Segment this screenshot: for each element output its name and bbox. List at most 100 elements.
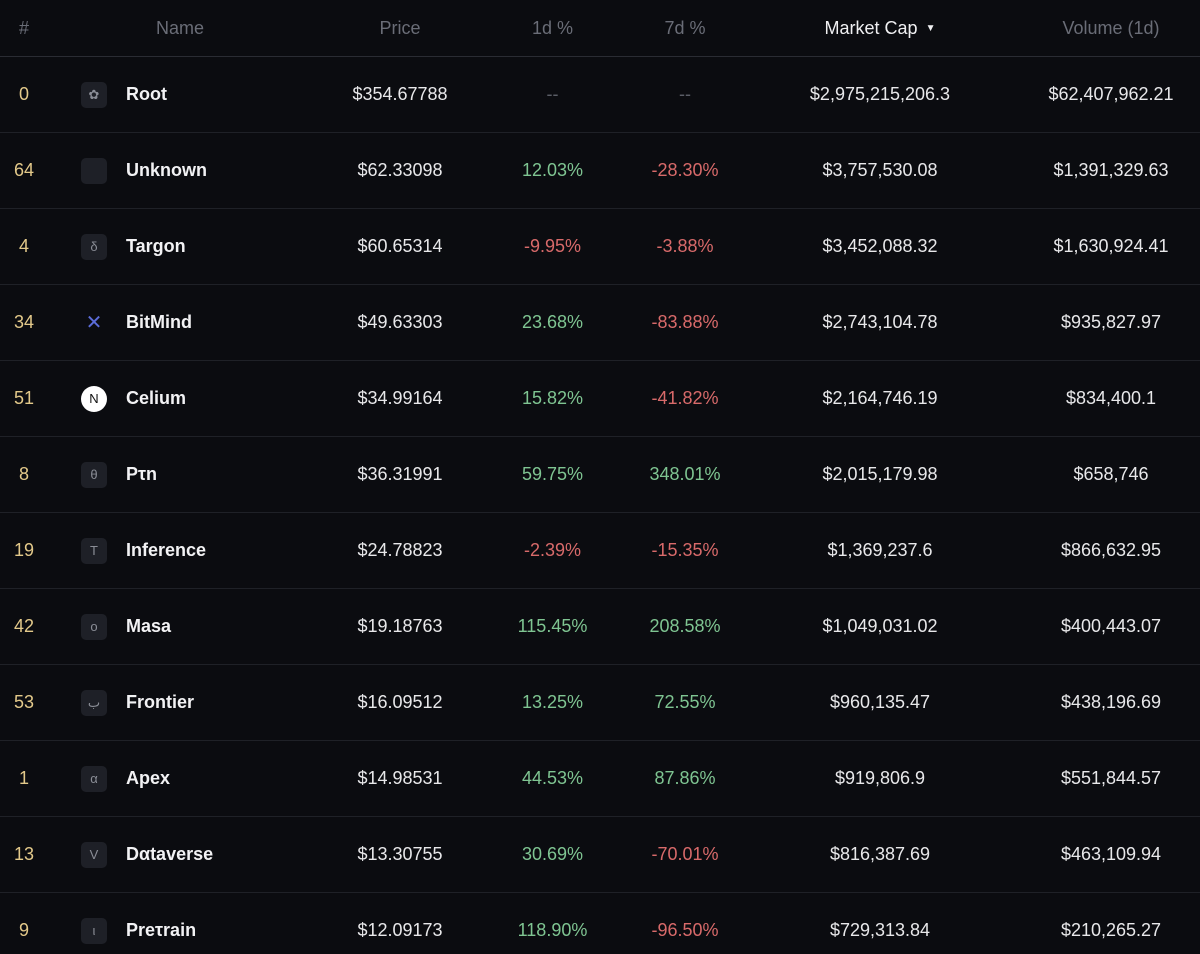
change-7d-cell: -- xyxy=(679,84,691,104)
volume-cell: $834,400.1 xyxy=(1065,388,1157,408)
header-7d[interactable]: 7d % xyxy=(664,17,706,38)
volume-cell: $62,407,962.21 xyxy=(1048,84,1174,104)
market-cap-cell: $919,806.9 xyxy=(834,768,926,788)
market-cap-cell: $3,452,088.32 xyxy=(822,236,938,256)
subnet-name[interactable]: Targon xyxy=(126,236,186,256)
price-cell: $13.30755 xyxy=(357,844,443,864)
subnet-name[interactable]: Frontier xyxy=(126,692,195,712)
change-1d-cell: -2.39% xyxy=(523,540,582,560)
table-row[interactable]: 8 θ Pτn $36.31991 59.75% 348.01% $2,015,179.98… xyxy=(0,437,1200,513)
subnet-name[interactable]: Celium xyxy=(126,388,187,408)
beh-icon: ب xyxy=(81,689,107,716)
subnet-name[interactable]: Dαtaverse xyxy=(126,844,214,864)
market-cap-cell: $1,049,031.02 xyxy=(822,616,938,636)
change-7d-cell: 348.01% xyxy=(649,464,721,484)
name-cell: θ Pτn xyxy=(78,437,298,512)
table-row[interactable]: 1 α Apex $14.98531 44.53% 87.86% $919,806.9 $55… xyxy=(0,741,1200,817)
market-cap-cell: $729,313.84 xyxy=(829,920,931,940)
alpha-icon: α xyxy=(81,765,107,792)
table-row[interactable]: 42 o Masa $19.18763 115.45% 208.58% $1,049,031… xyxy=(0,589,1200,665)
change-7d-cell: -96.50% xyxy=(651,920,719,940)
price-cell: $36.31991 xyxy=(357,464,443,484)
name-cell: α Apex xyxy=(78,741,298,816)
table-row[interactable]: 9 ι Preτrain $12.09173 118.90% -96.50% $729,31… xyxy=(0,893,1200,954)
subnet-name[interactable]: BitMind xyxy=(126,312,192,332)
volume-cell: $438,196.69 xyxy=(1060,692,1162,712)
change-7d-cell: -15.35% xyxy=(651,540,719,560)
price-cell: $24.78823 xyxy=(357,540,443,560)
name-cell: N Celium xyxy=(78,361,298,436)
name-cell: o Masa xyxy=(78,589,298,664)
market-cap-cell: $2,164,746.19 xyxy=(822,388,938,408)
rank-cell: 9 xyxy=(18,920,29,940)
market-cap-cell: $960,135.47 xyxy=(829,692,931,712)
market-cap-cell: $1,369,237.6 xyxy=(827,540,933,560)
market-cap-cell: $816,387.69 xyxy=(829,844,931,864)
rank-cell: 19 xyxy=(13,540,35,560)
table-row[interactable]: 53 ب Frontier $16.09512 13.25% 72.55% $960,135… xyxy=(0,665,1200,741)
rank-cell: 34 xyxy=(13,312,35,332)
change-1d-cell: 44.53% xyxy=(521,768,584,788)
change-7d-cell: -83.88% xyxy=(651,312,719,332)
table-header: # Name Price 1d % 7d % Market Cap ▼ Volu… xyxy=(0,0,1200,57)
header-name[interactable]: Name xyxy=(155,17,204,38)
change-1d-cell: 13.25% xyxy=(521,692,584,712)
volume-cell: $866,632.95 xyxy=(1060,540,1162,560)
name-cell: ι Preτrain xyxy=(78,893,298,954)
change-1d-cell: 115.45% xyxy=(517,616,588,636)
subnet-name[interactable]: Preτrain xyxy=(126,920,197,940)
sort-desc-icon: ▼ xyxy=(925,22,936,34)
bitmind-icon: ✕ xyxy=(85,312,103,334)
price-cell: $14.98531 xyxy=(357,768,443,788)
name-cell: ب Frontier xyxy=(78,665,298,740)
change-1d-cell: 23.68% xyxy=(521,312,584,332)
header-rank[interactable]: # xyxy=(18,17,29,38)
market-cap-cell: $2,015,179.98 xyxy=(822,464,938,484)
table-row[interactable]: 51 N Celium $34.99164 15.82% -41.82% $2,164,74… xyxy=(0,361,1200,437)
subnet-name[interactable]: Inference xyxy=(126,540,207,560)
rank-cell: 1 xyxy=(18,768,29,788)
name-cell: Unknown xyxy=(78,133,298,208)
change-7d-cell: -41.82% xyxy=(651,388,719,408)
change-1d-cell: -- xyxy=(546,84,559,104)
name-cell: ✿ Root xyxy=(78,57,298,132)
subnet-name[interactable]: Masa xyxy=(126,616,172,636)
table-row[interactable]: 0 ✿ Root $354.67788 -- -- $2,975,215,206.3 $62,… xyxy=(0,57,1200,133)
rank-cell: 0 xyxy=(18,84,29,104)
header-market-cap[interactable]: Market Cap ▼ xyxy=(760,0,1000,56)
change-7d-cell: -70.01% xyxy=(651,844,719,864)
header-1d[interactable]: 1d % xyxy=(531,17,574,38)
table-row[interactable]: 64 Unknown $62.33098 12.03% -28.30% $3,757,53… xyxy=(0,133,1200,209)
theta-icon: θ xyxy=(81,461,107,488)
change-1d-cell: -9.95% xyxy=(523,236,582,256)
price-cell: $62.33098 xyxy=(357,160,443,180)
change-7d-cell: -3.88% xyxy=(656,236,714,256)
subnet-name[interactable]: Unknown xyxy=(126,160,207,180)
nu-icon: V xyxy=(81,841,107,868)
change-7d-cell: 72.55% xyxy=(654,692,716,712)
table-row[interactable]: 4 δ Targon $60.65314 -9.95% -3.88% $3,452,088.… xyxy=(0,209,1200,285)
subnet-name[interactable]: Pτn xyxy=(126,464,158,484)
subnet-name[interactable]: Root xyxy=(126,84,167,104)
flower-icon: ✿ xyxy=(81,81,107,108)
subnet-name[interactable]: Apex xyxy=(126,768,171,788)
table-row[interactable]: 13 V Dαtaverse $13.30755 30.69% -70.01% $816,3… xyxy=(0,817,1200,893)
table-row[interactable]: 34 ✕ BitMind $49.63303 23.68% -83.88% $2,743,1… xyxy=(0,285,1200,361)
market-cap-cell: $3,757,530.08 xyxy=(822,160,938,180)
tau-icon: T xyxy=(81,537,107,564)
table-row[interactable]: 19 T Inference $24.78823 -2.39% -15.35% $1,369… xyxy=(0,513,1200,589)
header-market-cap-label: Market Cap xyxy=(824,17,918,38)
rank-cell: 13 xyxy=(13,844,35,864)
volume-cell: $935,827.97 xyxy=(1060,312,1162,332)
change-1d-cell: 59.75% xyxy=(521,464,584,484)
header-volume[interactable]: Volume (1d) xyxy=(1062,17,1160,38)
rank-cell: 42 xyxy=(13,616,35,636)
price-cell: $60.65314 xyxy=(357,236,443,256)
change-1d-cell: 12.03% xyxy=(521,160,584,180)
market-cap-cell: $2,975,215,206.3 xyxy=(809,84,951,104)
price-cell: $16.09512 xyxy=(357,692,443,712)
name-cell: T Inference xyxy=(78,513,298,588)
header-price[interactable]: Price xyxy=(379,17,421,38)
volume-cell: $1,630,924.41 xyxy=(1053,236,1169,256)
